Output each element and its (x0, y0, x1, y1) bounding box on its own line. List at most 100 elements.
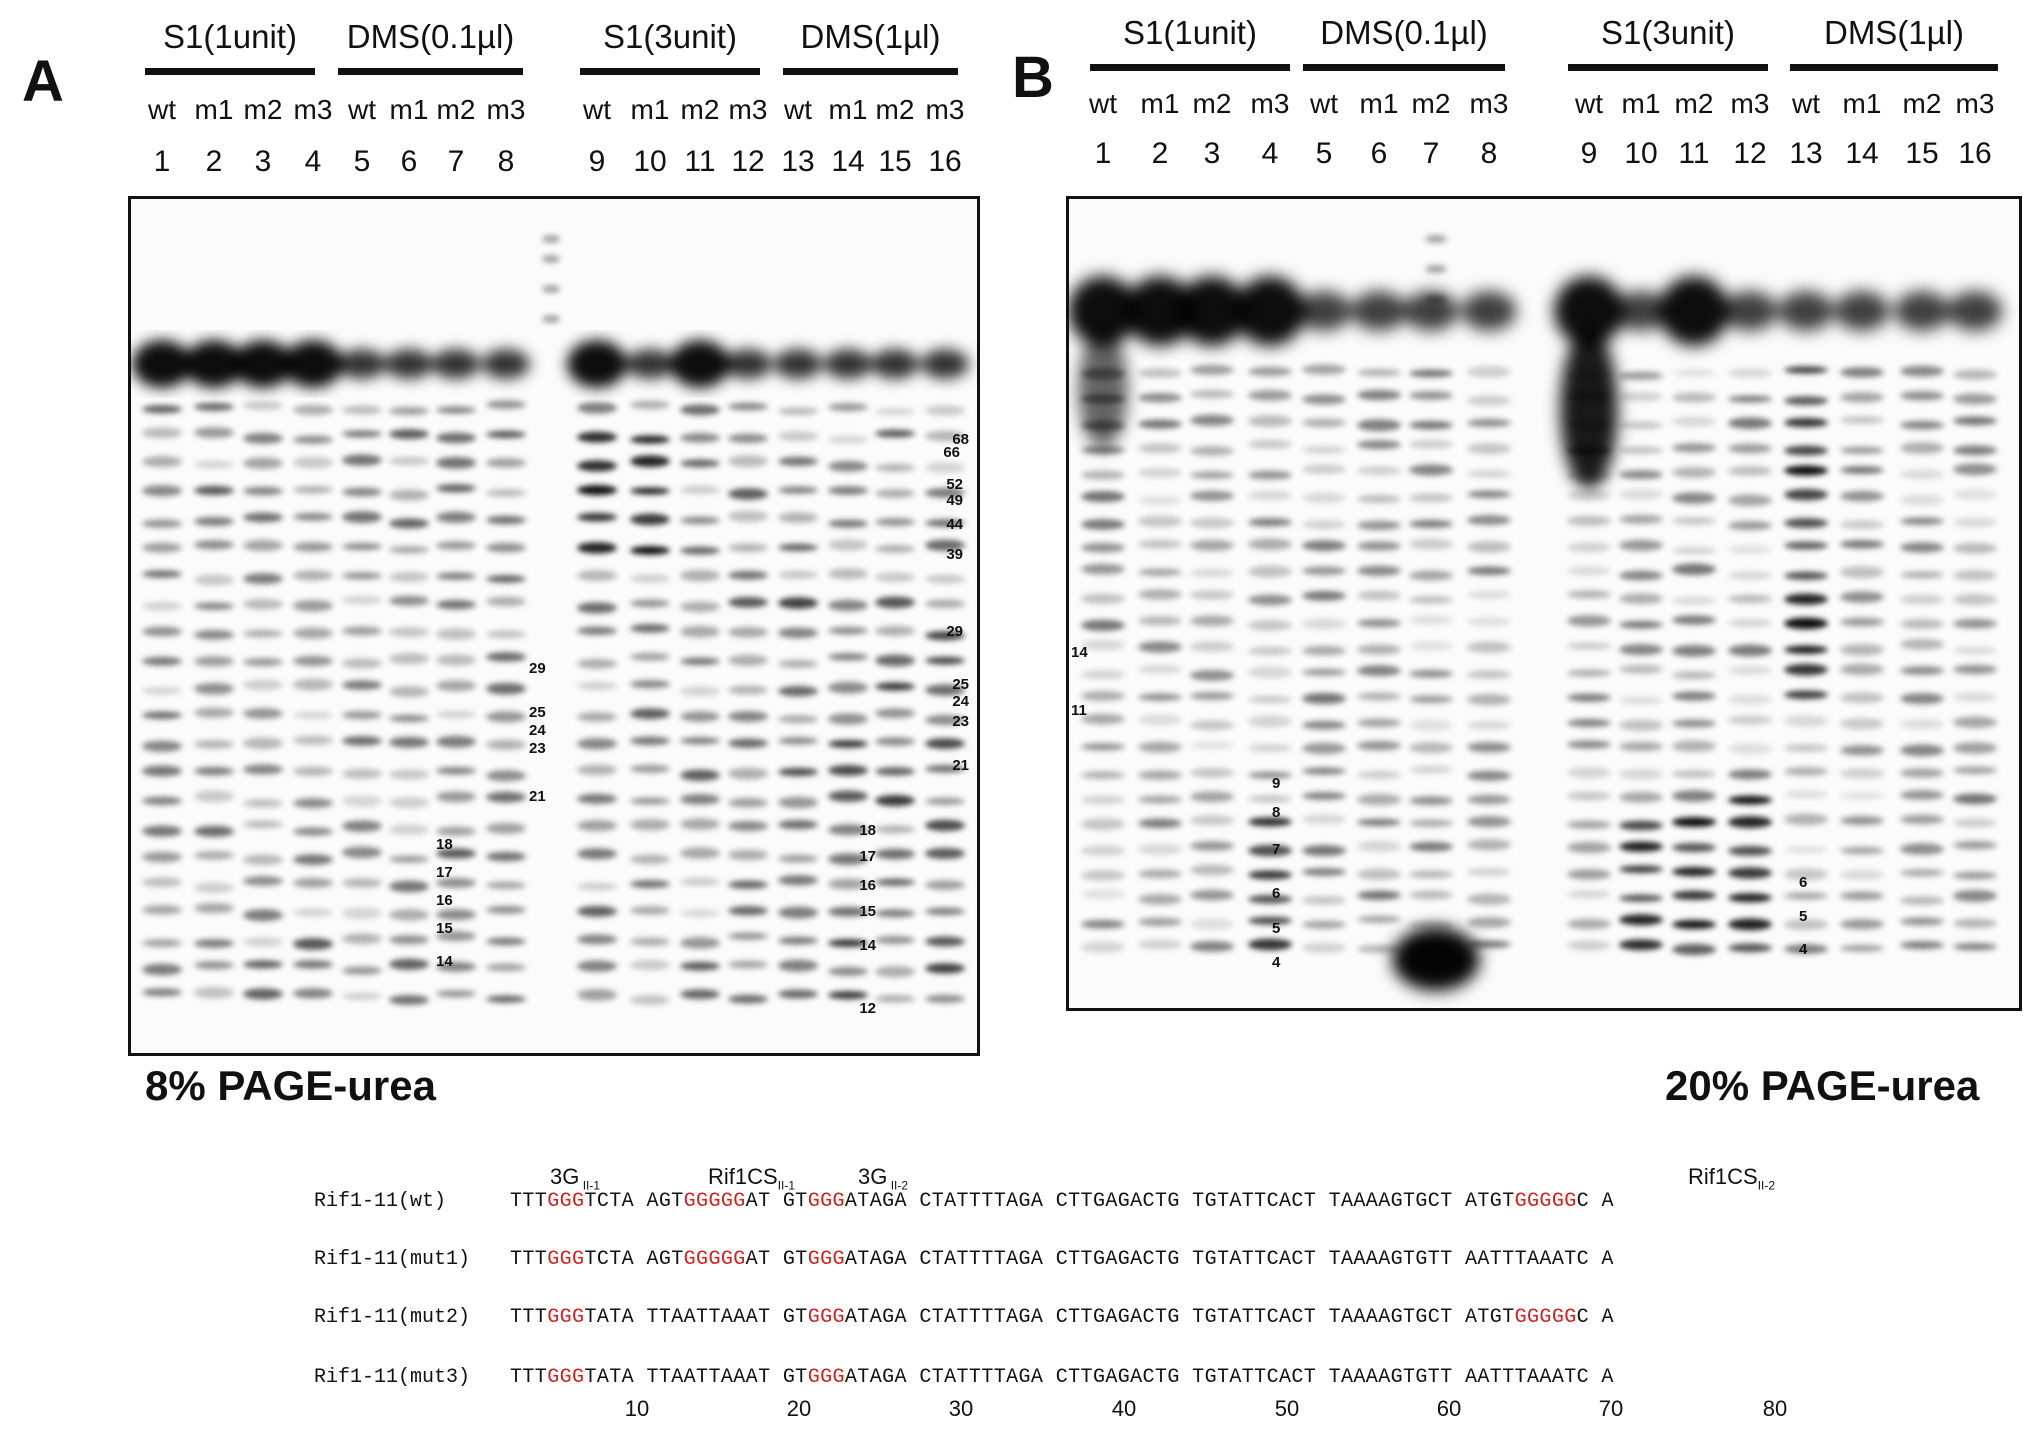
gel-band (194, 939, 234, 948)
gel-band (293, 655, 333, 667)
gel-band (486, 515, 526, 525)
gel-band (630, 680, 670, 689)
gel-band (1248, 695, 1292, 704)
gel-band (385, 349, 433, 379)
gel-band (1081, 445, 1125, 455)
gel-band (243, 799, 283, 808)
panel-a-lane-9-number: 9 (588, 145, 606, 178)
gel-band (142, 711, 182, 719)
gel-band (778, 767, 818, 777)
gel-band (1081, 889, 1125, 899)
gel-band (1081, 919, 1125, 929)
gel-band (630, 994, 670, 1006)
gel-band (1302, 867, 1346, 876)
gel-band (1840, 566, 1884, 579)
gel-band (1840, 792, 1884, 800)
gel-band (577, 569, 617, 582)
panel-b-lane-1-number: 1 (1094, 137, 1112, 170)
gel-band (243, 400, 283, 411)
position-label-80: 80 (1762, 1396, 1788, 1421)
gel-band (1248, 490, 1292, 501)
marker-a-right-24: 24 (952, 693, 969, 710)
gel-band (1357, 868, 1401, 880)
marker-b-left-11: 11 (1071, 702, 1087, 719)
gel-band (1138, 693, 1182, 701)
gel-band (680, 909, 720, 917)
panel-b-group-dms-1-bar (1790, 64, 1998, 71)
gel-band (1248, 666, 1292, 679)
gel-band (577, 460, 617, 472)
gel-band (293, 798, 333, 809)
gel-band (577, 988, 617, 1001)
gel-band (1138, 496, 1182, 506)
gel-band (778, 431, 818, 442)
panel-b-lane-4-number: 4 (1261, 137, 1279, 170)
gel-band (194, 485, 234, 496)
gel-band (436, 456, 476, 469)
gel-band (1467, 721, 1511, 730)
panel-b-gel-image: 14 11 9 8 7 6 5 4 6 5 4 (1066, 196, 2022, 1011)
gel-band (630, 513, 670, 526)
gel-band (630, 764, 670, 773)
gel-band (1409, 742, 1453, 754)
gel-band (925, 880, 965, 890)
gel-band (1619, 371, 1663, 381)
gel-band (1302, 742, 1346, 755)
gel-band (1357, 665, 1401, 677)
panel-b-markers-left: 14 11 (1071, 644, 1088, 719)
gel-band (824, 349, 872, 379)
gel-band (1567, 940, 1611, 951)
gel-band (630, 797, 670, 805)
panel-a-group-s1-1unit-bar (145, 68, 315, 75)
gel-band (1953, 716, 1997, 728)
panel-a-group-s1-1unit-label: S1(1unit) (163, 18, 297, 55)
gel-band (1840, 466, 1884, 474)
gel-band (875, 572, 915, 582)
gel-band (828, 626, 868, 635)
gel-band (1784, 417, 1828, 428)
gel-band (1467, 693, 1511, 706)
gel-band (1357, 389, 1401, 401)
gel-band (1619, 620, 1663, 629)
position-label-60: 60 (1436, 1396, 1462, 1421)
sequence-motif-highlight: GGG (547, 1306, 585, 1329)
gel-band (194, 682, 234, 695)
gel-band (1784, 813, 1828, 826)
gel-band (1840, 591, 1884, 603)
gel-band (1081, 670, 1125, 680)
marker-a-mid-15: 15 (436, 920, 453, 937)
gel-band (1248, 440, 1292, 449)
gel-band (828, 824, 868, 836)
gel-band (389, 406, 429, 416)
gel-band (1467, 541, 1511, 553)
gel-band (1840, 663, 1884, 676)
marker-b-right-5: 5 (1799, 908, 1807, 925)
gel-band (1081, 845, 1125, 856)
gel-band (828, 878, 868, 890)
gel-band (342, 846, 382, 859)
gel-band (1619, 696, 1663, 705)
gel-band (1900, 768, 1944, 778)
panel-a-lane-4-genotype: m3 (293, 94, 333, 125)
gel-band (142, 963, 182, 976)
gel-band (243, 988, 283, 1000)
gel-band (925, 764, 965, 773)
gel-band (828, 966, 868, 976)
gel-band (925, 684, 965, 696)
gel-band (389, 909, 429, 921)
gel-band (293, 435, 333, 444)
gel-band (1081, 519, 1125, 530)
gel-band (1248, 744, 1292, 752)
gel-band (436, 406, 476, 414)
gel-band (1081, 795, 1125, 805)
gel-band (142, 740, 182, 752)
gel-band (1357, 692, 1401, 701)
gel-band (342, 878, 382, 888)
sequence-motif-highlight: GGGGG (1514, 1190, 1577, 1213)
gel-band (680, 686, 720, 697)
gel-band (1302, 792, 1346, 800)
gel-band (486, 711, 526, 723)
gel-band (875, 489, 915, 498)
sequence-motif-highlight: GGG (807, 1190, 845, 1213)
gel-band (1953, 369, 1997, 380)
